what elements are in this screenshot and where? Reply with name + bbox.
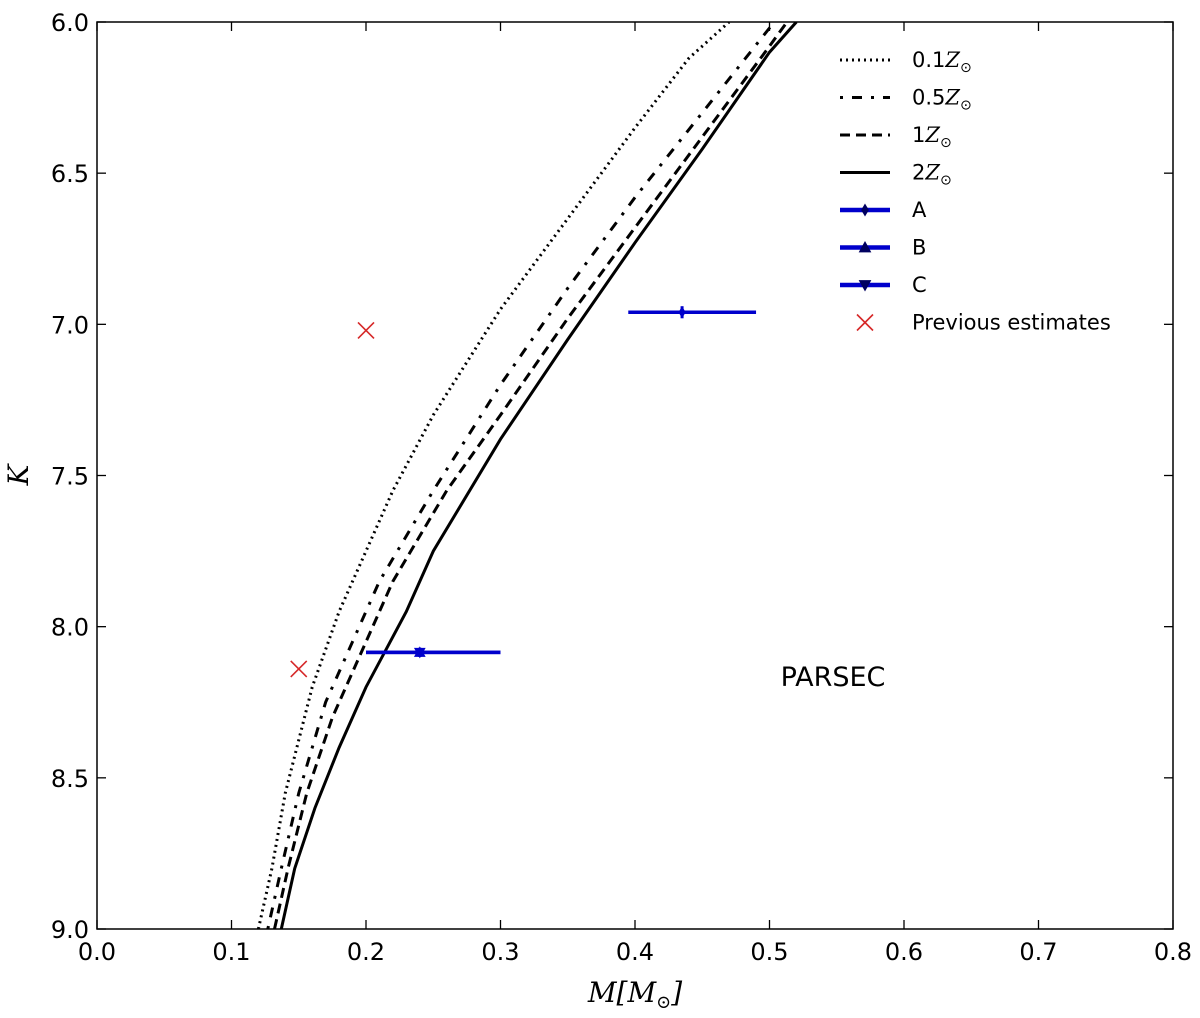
y-tick-label: 7.0: [51, 311, 89, 339]
x-tick-label: 0.3: [481, 938, 519, 966]
plot-frame: [96, 21, 1174, 930]
legend-swatch-previous: [856, 313, 874, 332]
legend-marker-a: [861, 203, 869, 217]
tick-labels: 0.0 0.1 0.2 0.3 0.4 0.5 0.6 0.7 0.8 6.0 6.5 7.0 7.5 8…: [51, 9, 1192, 966]
legend-label-isochrone-2: 1Z⊙: [912, 123, 952, 151]
y-tick-label: 8.0: [51, 614, 89, 642]
x-tick-label: 0.6: [885, 938, 923, 966]
x-tick-label: 0.5: [750, 938, 788, 966]
isochrone-line-0: [256, 22, 731, 929]
previous-estimate-stroke: [357, 321, 375, 339]
previous-estimate-0: [357, 321, 375, 339]
y-tick-label: 6.5: [51, 160, 89, 188]
legend-label-b: B: [912, 236, 926, 260]
legend-label-isochrone-0: 0.1Z⊙: [912, 48, 972, 76]
marker-a: [678, 306, 686, 319]
marker-c: [413, 647, 426, 659]
legend: 0.1Z⊙ 0.5Z⊙ 1Z⊙ 2Z⊙ ABC Previous estimates: [840, 48, 1111, 335]
parsec-annotation: PARSEC: [781, 662, 886, 693]
x-tick-label: 0.8: [1154, 938, 1192, 966]
legend-label-isochrone-3: 2Z⊙: [912, 161, 952, 189]
plot-curves: [256, 22, 798, 929]
x-axis-label: M[M⊙]: [587, 976, 682, 1013]
y-axis-label: K: [2, 462, 35, 486]
legend-marker-c: [858, 280, 872, 292]
legend-label-previous: Previous estimates: [912, 311, 1111, 335]
legend-label-isochrone-1: 0.5Z⊙: [912, 86, 972, 114]
y-tick-label: 8.5: [51, 765, 89, 793]
x-tick-label: 0.1: [212, 938, 250, 966]
isochrone-line-3: [279, 22, 798, 929]
previous-estimate-stroke: [290, 660, 308, 678]
previous-estimate-1: [290, 660, 308, 678]
plot-marks: [290, 306, 757, 678]
x-tick-label: 0.4: [616, 938, 654, 966]
y-tick-label: 7.5: [51, 463, 89, 491]
y-tick-label: 9.0: [51, 916, 89, 944]
isochrone-line-1: [266, 22, 775, 929]
legend-label-c: C: [912, 273, 927, 297]
x-tick-label: 0.2: [347, 938, 385, 966]
x-tick-label: 0.0: [78, 938, 116, 966]
legend-label-a: A: [912, 198, 927, 222]
y-tick-label: 6.0: [51, 9, 89, 37]
legend-marker-b: [858, 240, 872, 253]
x-tick-label: 0.7: [1019, 938, 1057, 966]
